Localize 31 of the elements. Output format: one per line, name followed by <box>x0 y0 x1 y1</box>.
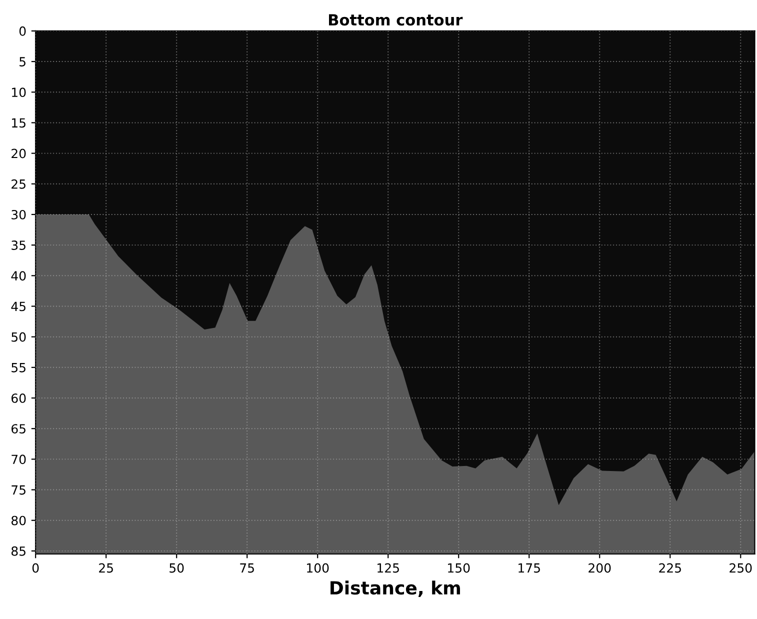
x-tick-label: 225 <box>659 563 681 573</box>
x-tick-label: 0 <box>32 563 39 573</box>
x-tick-label: 125 <box>378 563 399 573</box>
y-tick-label: 35 <box>12 240 26 250</box>
y-tick-label: 85 <box>11 546 26 556</box>
x-tick-label: 200 <box>588 563 611 573</box>
y-tick-label: 25 <box>12 179 26 189</box>
y-tick-label: 15 <box>12 118 26 128</box>
y-tick-label: 80 <box>11 516 26 526</box>
y-tick-label: 60 <box>12 393 26 403</box>
y-tick-label: 5 <box>20 57 26 66</box>
y-tick-label: 45 <box>11 302 26 312</box>
y-tick-label: 10 <box>12 88 26 98</box>
x-tick-label: 250 <box>730 563 752 573</box>
x-tick-label: 50 <box>170 563 184 573</box>
x-tick-label: 100 <box>307 563 329 573</box>
chart-title: Bottom contour <box>329 14 463 26</box>
y-tick-label: 50 <box>12 332 26 342</box>
y-tick-label: 75 <box>12 485 26 495</box>
y-tick-label: 70 <box>12 454 26 464</box>
y-tick-label: 55 <box>12 363 26 372</box>
y-tick-label: 30 <box>12 210 26 220</box>
x-tick-label: 175 <box>518 563 540 573</box>
x-tick-label: 25 <box>99 563 113 573</box>
x-tick-label: 150 <box>448 563 470 573</box>
y-tick-label: 0 <box>19 26 26 36</box>
y-tick-label: 20 <box>12 148 26 158</box>
x-tick-label: 75 <box>240 563 254 573</box>
x-axis-title: Distance, km <box>330 580 460 597</box>
y-tick-label: 65 <box>12 424 26 434</box>
y-tick-label: 40 <box>11 271 26 281</box>
